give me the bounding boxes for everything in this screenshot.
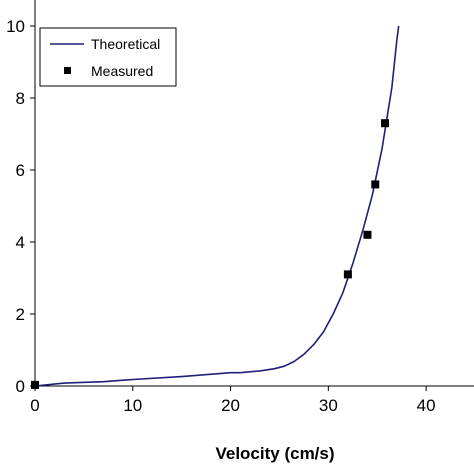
y-tick-label: 8 xyxy=(16,89,25,108)
x-tick-label: 20 xyxy=(221,396,240,415)
measured-point xyxy=(371,180,380,189)
series-layer xyxy=(31,25,400,389)
y-tick-label: 2 xyxy=(16,305,25,324)
y-tick-label: 10 xyxy=(6,17,25,36)
measured-point xyxy=(363,230,372,239)
y-tick-label: 0 xyxy=(16,377,25,396)
axes xyxy=(34,0,474,387)
x-axis-title: Velocity (cm/s) xyxy=(215,444,334,463)
measured-point xyxy=(381,119,390,128)
legend-box xyxy=(39,27,177,87)
x-tick-label: 30 xyxy=(319,396,338,415)
legend-label-measured: Measured xyxy=(91,63,153,79)
y-tick-label: 6 xyxy=(16,161,25,180)
legend-marker-swatch xyxy=(64,67,71,74)
y-tick-label: 4 xyxy=(16,233,25,252)
measured-point xyxy=(343,270,352,279)
ticks: 0 10 20 30 40 0 2 4 6 8 10 xyxy=(6,17,435,415)
legend-label-theoretical: Theoretical xyxy=(91,36,160,52)
legend: Theoretical Measured xyxy=(39,27,177,87)
x-tick-label: 10 xyxy=(123,396,142,415)
x-tick-label: 0 xyxy=(30,396,39,415)
series-line-theoretical xyxy=(34,25,400,387)
measured-point xyxy=(31,380,39,389)
x-tick-label: 40 xyxy=(417,396,436,415)
